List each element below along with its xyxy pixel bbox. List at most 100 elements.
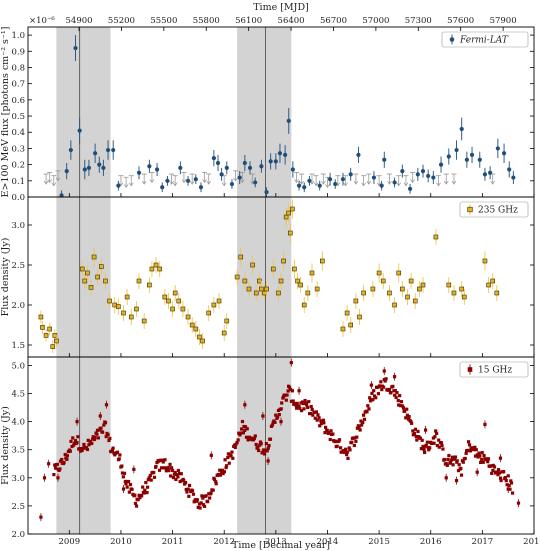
legend-label-fermi: Fermi-LAT [459, 36, 509, 46]
data-point-88 [127, 490, 132, 494]
data-point-143 [175, 473, 179, 477]
data-point-0 [38, 314, 44, 320]
data-point-20 [128, 314, 134, 320]
data-point-458 [446, 457, 450, 462]
data-point-179 [206, 500, 210, 504]
data-point-285 [297, 404, 301, 409]
data-point-313 [321, 418, 325, 422]
data-point-423 [416, 429, 420, 434]
data-point-80 [120, 471, 125, 475]
outlier-point-12 [266, 459, 270, 463]
x-axis-label-top: Time [MJD] [253, 2, 309, 13]
data-point-98 [136, 498, 140, 502]
data-point-371 [371, 398, 375, 402]
data-point-344 [348, 448, 352, 452]
data-point-402 [398, 394, 402, 398]
data-point-206 [229, 454, 233, 458]
data-point-9 [60, 457, 64, 462]
data-point-134 [167, 468, 171, 473]
data-point-434 [425, 440, 429, 444]
data-point-69 [507, 167, 512, 172]
data-point-247 [264, 442, 269, 446]
data-point-409 [404, 416, 408, 420]
data-point-127 [161, 460, 165, 464]
data-point-519 [498, 476, 503, 480]
data-point-23 [72, 443, 76, 447]
data-point-321 [328, 437, 332, 442]
data-point-19 [68, 449, 72, 453]
data-point-4 [77, 128, 82, 133]
data-point-291 [302, 407, 306, 411]
data-point-39 [206, 310, 212, 316]
x-tick-label-8: 2017 [472, 537, 494, 547]
data-point-198 [222, 470, 227, 474]
data-point-333 [338, 446, 343, 450]
data-point-56 [278, 278, 284, 284]
data-point-406 [401, 406, 406, 410]
data-point-46 [348, 172, 353, 177]
data-point-53 [97, 428, 102, 432]
data-point-403 [399, 404, 403, 408]
data-point-62 [292, 266, 297, 272]
data-point-431 [423, 450, 427, 455]
data-point-215 [237, 431, 241, 435]
data-point-135 [168, 462, 172, 466]
data-point-11 [111, 147, 116, 153]
x-tick-label-7: 2016 [420, 537, 442, 547]
data-point-257 [273, 420, 277, 424]
data-point-10 [105, 147, 111, 153]
data-point-484 [468, 449, 473, 453]
x-axis-label-bottom: Time [Decimal year] [232, 540, 330, 551]
data-point-185 [211, 488, 215, 492]
data-point-394 [391, 384, 395, 388]
data-point-20 [193, 177, 198, 182]
data-point-51 [95, 428, 100, 432]
data-point-398 [394, 395, 398, 399]
data-point-213 [235, 440, 239, 445]
data-point-12 [62, 460, 66, 465]
data-point-194 [218, 473, 223, 477]
data-point-44 [234, 274, 240, 280]
data-point-79 [120, 464, 124, 468]
data-point-373 [372, 394, 377, 398]
data-point-483 [467, 443, 472, 447]
data-point-237 [256, 445, 260, 449]
data-point-204 [227, 461, 231, 465]
data-point-154 [184, 487, 188, 492]
data-point-18 [178, 165, 183, 170]
data-point-0 [59, 193, 64, 198]
outlier-point-24 [498, 456, 503, 460]
data-point-292 [303, 398, 307, 403]
data-point-161 [190, 489, 195, 493]
data-point-51 [259, 286, 264, 292]
data-point-68 [501, 151, 507, 156]
data-point-46 [242, 278, 248, 284]
data-point-42 [221, 330, 227, 336]
data-point-355 [357, 426, 361, 430]
data-point-459 [447, 453, 451, 458]
data-point-96 [134, 504, 139, 508]
upper-limit-29 [366, 173, 372, 185]
x-tick-label-6: 2015 [368, 537, 390, 547]
data-point-82 [122, 471, 127, 475]
data-point-454 [442, 457, 447, 462]
data-point-466 [452, 457, 457, 461]
data-point-473 [459, 466, 463, 471]
top-tick-label-1: 55200 [108, 16, 135, 26]
data-point-234 [253, 434, 257, 438]
data-point-68 [110, 448, 115, 452]
data-point-464 [451, 463, 455, 467]
data-point-60 [103, 421, 108, 425]
data-point-74 [357, 314, 362, 320]
x-tick-label-1: 2010 [110, 537, 132, 547]
y-tick-label-fermi-3: 0.3 [11, 144, 25, 154]
data-point-19 [185, 178, 191, 183]
top-tick-label-4: 56100 [235, 16, 262, 26]
data-point-189 [214, 482, 218, 486]
data-point-495 [478, 454, 482, 458]
data-point-80 [392, 302, 397, 308]
data-point-517 [496, 468, 501, 472]
data-point-471 [457, 463, 461, 467]
data-point-467 [453, 455, 458, 459]
outlier-point-20 [444, 476, 448, 480]
